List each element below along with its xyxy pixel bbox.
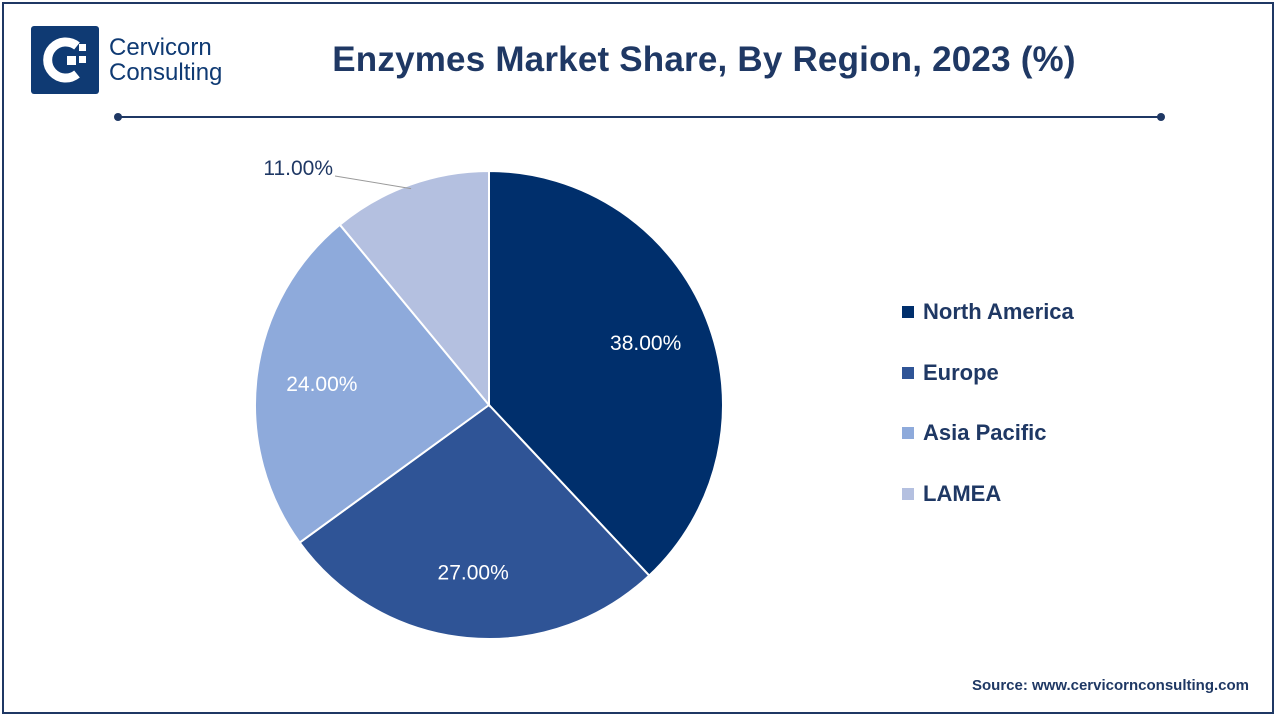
legend-swatch-asia-pacific	[902, 427, 914, 439]
legend-swatch-north-america	[902, 306, 914, 318]
data-label-europe: 27.00%	[438, 562, 509, 585]
pie-slice-lamea	[338, 169, 490, 408]
legend-item-north-america: North America	[902, 297, 1074, 327]
legend-label-north-america: North America	[923, 299, 1074, 324]
data-label-north-america: 38.00%	[610, 332, 681, 355]
legend-swatch-lamea	[902, 487, 914, 500]
pie-slice-asia-pacific	[254, 223, 491, 544]
legend-label-europe: Europe	[923, 359, 999, 385]
brand-line-2: Consulting	[109, 59, 223, 86]
divider-dot-left	[114, 113, 122, 121]
brand-name: Cervicorn Consulting	[109, 35, 222, 85]
legend-label-lamea: LAMEA	[923, 480, 1002, 506]
legend-label-asia-pacific: Asia Pacific	[923, 420, 1047, 445]
legend-item-asia-pacific: Asia Pacific	[902, 418, 1074, 448]
source-note: Source: www.cervicornconsulting.com	[971, 677, 1249, 694]
chart-legend: North America Europe Asia Pacific LAMEA	[902, 297, 1074, 539]
cervicorn-logo-icon	[31, 26, 99, 94]
legend-swatch-europe	[902, 366, 914, 379]
divider-dot-right	[1157, 113, 1165, 121]
legend-item-lamea: LAMEA	[902, 479, 1074, 509]
brand-logo: Cervicorn Consulting	[31, 26, 222, 94]
legend-item-europe: Europe	[902, 358, 1074, 388]
data-label-asia-pacific: 24.00%	[286, 373, 357, 396]
leader-line-lamea	[334, 175, 412, 190]
data-label-lamea: 11.00%	[263, 157, 333, 180]
title-divider	[118, 116, 1164, 118]
brand-line-1: Cervicorn	[109, 34, 212, 61]
pie-slice-north-america	[488, 169, 724, 577]
chart-title: Enzymes Market Share, By Region, 2023 (%…	[332, 40, 1076, 79]
pie-slice-europe	[298, 403, 651, 640]
